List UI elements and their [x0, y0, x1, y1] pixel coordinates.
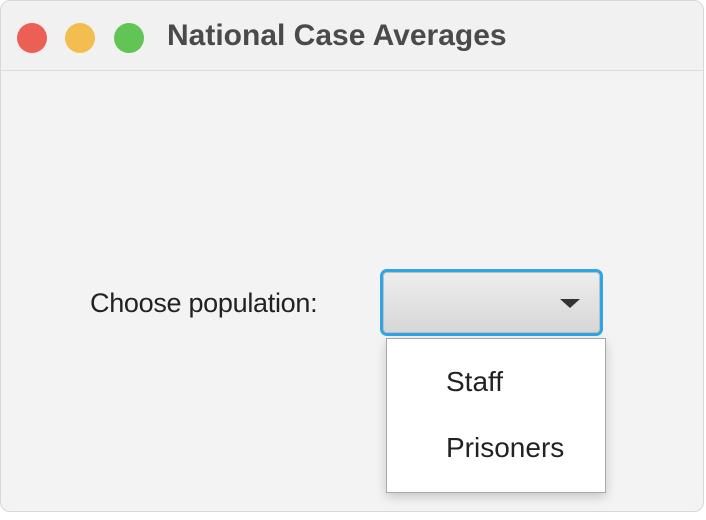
window-title: National Case Averages: [167, 19, 507, 52]
population-combobox[interactable]: [380, 269, 603, 336]
population-label: Choose population:: [90, 288, 318, 318]
dropdown-arrow-icon: [560, 299, 580, 308]
zoom-window-button[interactable]: [114, 23, 144, 53]
option-staff[interactable]: Staff: [446, 366, 504, 397]
option-prisoners[interactable]: Prisoners: [446, 432, 565, 463]
close-window-button[interactable]: [17, 23, 47, 53]
title-bar: National Case Averages: [1, 1, 703, 71]
population-options-list: Staff Prisoners: [386, 338, 606, 493]
minimize-window-button[interactable]: [65, 23, 95, 53]
